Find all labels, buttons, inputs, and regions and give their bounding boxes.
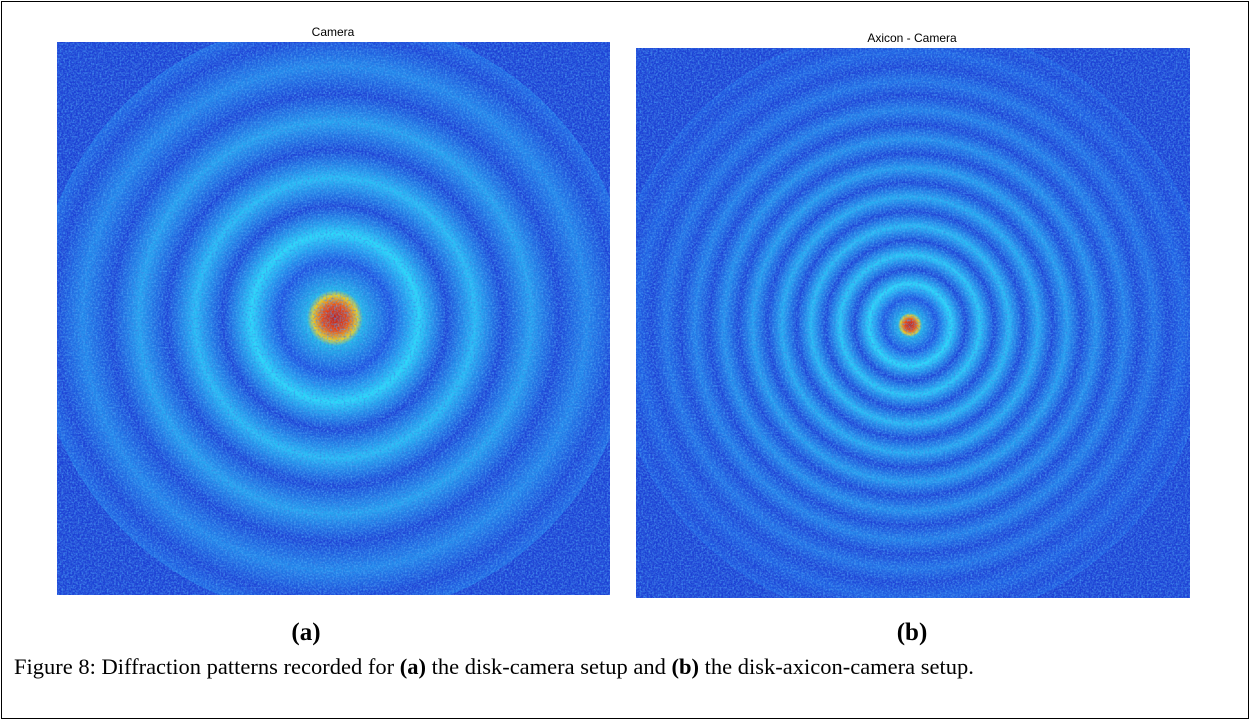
caption-ref: (a): [400, 654, 426, 679]
figure-caption: Figure 8: Diffraction patterns recorded …: [14, 652, 1239, 681]
figure-images: Camera Axicon - Camera (a) (b): [0, 0, 1253, 723]
image-noise: [57, 42, 610, 595]
caption-ref: (b): [672, 654, 700, 679]
panel-title: Axicon - Camera: [867, 31, 957, 45]
panel-label: (a): [291, 619, 320, 646]
image-noise: [636, 48, 1190, 598]
caption-text: Figure 8: Diffraction patterns recorded …: [14, 654, 394, 679]
panel-title: Camera: [312, 25, 355, 39]
panel-label: (b): [897, 619, 928, 646]
caption-text: the disk-camera setup and: [432, 654, 666, 679]
page: Camera Axicon - Camera (a) (b) Figure 8:…: [0, 0, 1253, 723]
caption-text: the disk-axicon-camera setup.: [705, 654, 974, 679]
